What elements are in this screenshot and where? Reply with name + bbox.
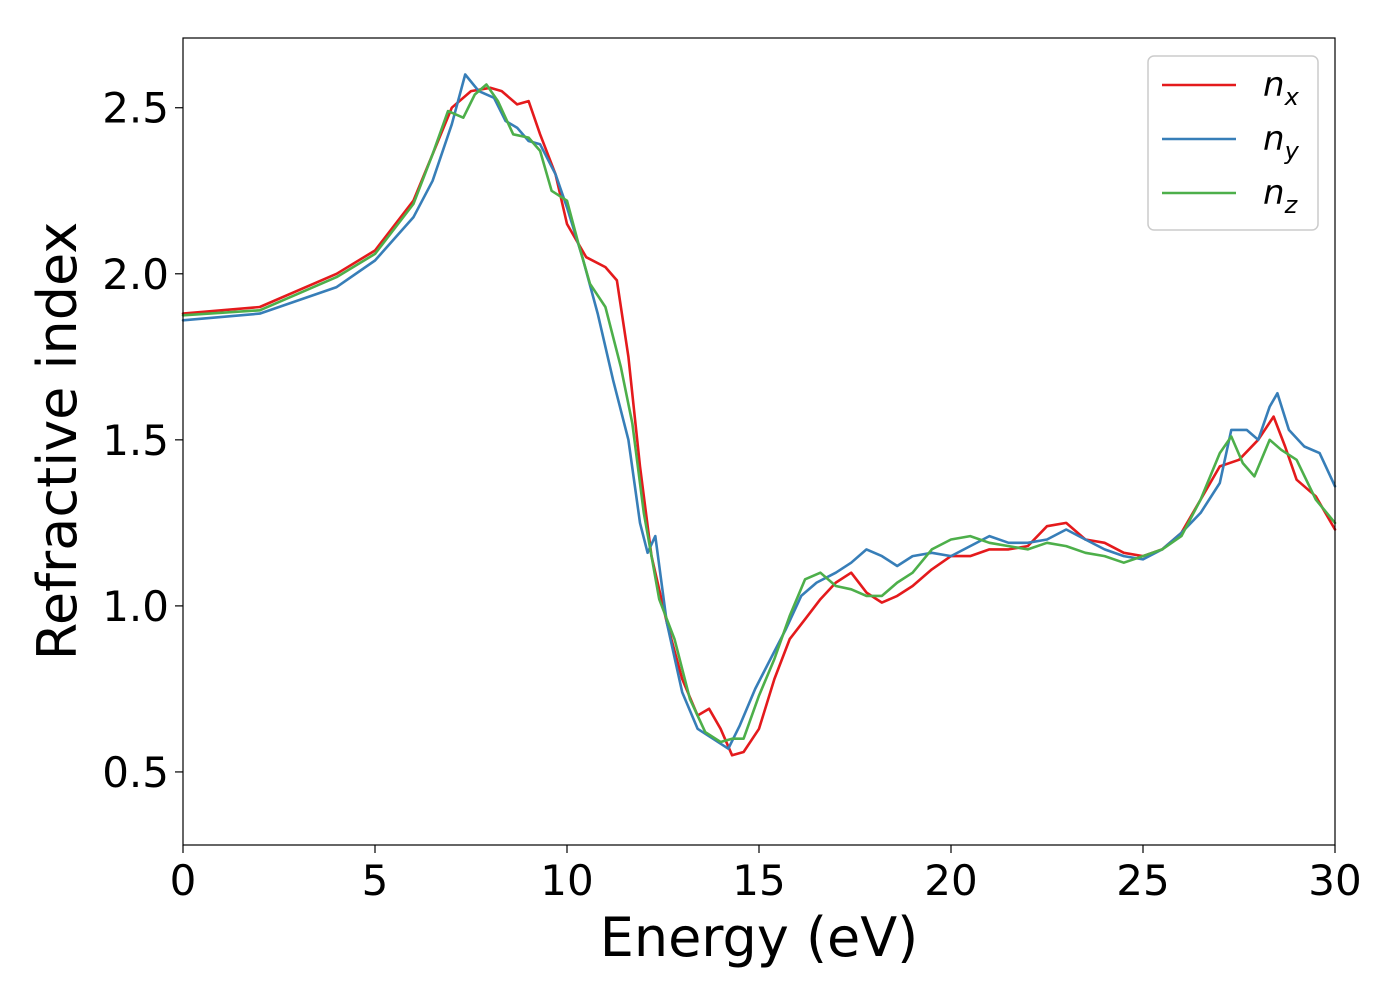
y-tick-label: 2.5: [102, 84, 169, 133]
legend-label-nx: nx: [1263, 65, 1300, 111]
legend-label-nz: nz: [1263, 173, 1299, 219]
y-tick-label: 0.5: [102, 748, 169, 797]
x-tick-label: 5: [362, 856, 389, 905]
x-tick-label: 30: [1308, 856, 1361, 905]
axis-ticks: 0 5 10 15 20 25 30 0.5 1.0 1.5 2.0 2.5: [102, 84, 1362, 905]
y-axis-label: Refractive index: [26, 222, 89, 661]
x-tick-label: 25: [1116, 856, 1169, 905]
legend-label-ny: ny: [1263, 119, 1300, 165]
legend: nx ny nz: [1147, 55, 1319, 231]
y-tick-label: 1.5: [102, 416, 169, 465]
x-axis-label: Energy (eV): [600, 906, 919, 969]
x-tick-label: 15: [732, 856, 785, 905]
series-line-nz: [181, 83, 1337, 744]
series-lines: [181, 73, 1337, 757]
y-tick-label: 2.0: [102, 250, 169, 299]
x-tick-label: 20: [924, 856, 977, 905]
x-tick-label: 10: [540, 856, 593, 905]
y-tick-label: 1.0: [102, 582, 169, 631]
legend-box: [1147, 55, 1319, 231]
x-tick-label: 0: [170, 856, 197, 905]
